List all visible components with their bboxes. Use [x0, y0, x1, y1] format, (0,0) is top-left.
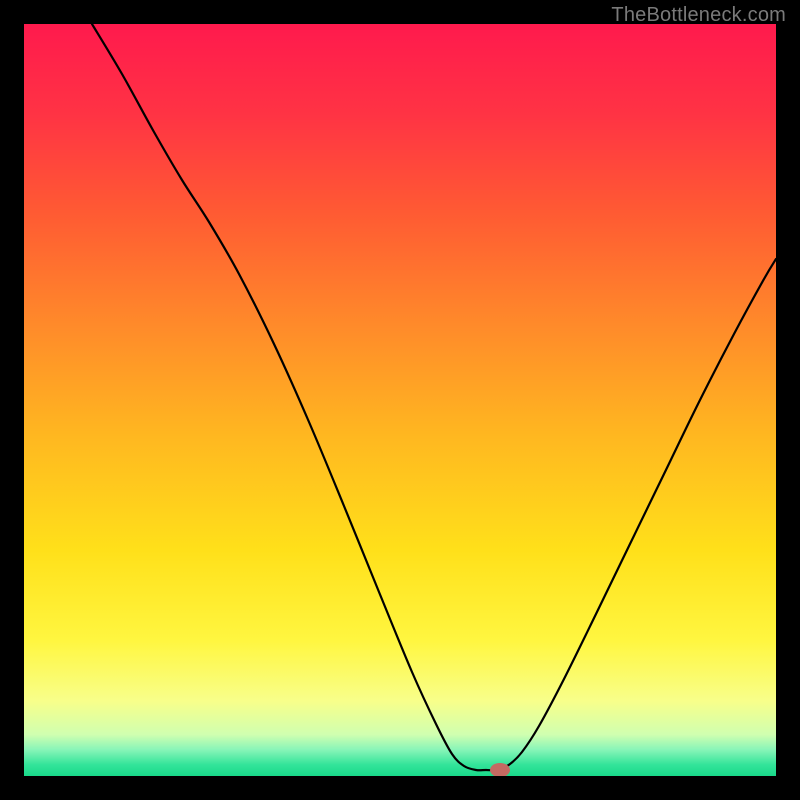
plot-area — [24, 24, 776, 776]
curve-layer — [24, 24, 776, 776]
watermark-text: TheBottleneck.com — [611, 4, 786, 27]
chart-frame: TheBottleneck.com — [0, 0, 800, 800]
bottleneck-curve — [92, 24, 776, 770]
